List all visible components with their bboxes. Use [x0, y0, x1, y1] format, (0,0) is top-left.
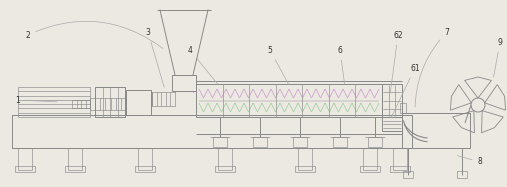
Bar: [368, 137, 382, 147]
Bar: [172, 75, 196, 91]
Bar: [90, 98, 126, 110]
Text: 6: 6: [338, 45, 345, 84]
Bar: [68, 148, 82, 170]
Text: 61: 61: [391, 64, 420, 117]
Text: 62: 62: [390, 30, 403, 92]
Bar: [400, 103, 406, 113]
Bar: [152, 92, 175, 106]
Bar: [12, 115, 412, 148]
Bar: [126, 90, 151, 115]
Text: 7: 7: [415, 27, 449, 107]
Bar: [138, 148, 152, 170]
Bar: [402, 113, 470, 148]
Bar: [298, 148, 312, 170]
Bar: [360, 166, 380, 172]
Bar: [403, 171, 413, 178]
Bar: [135, 166, 155, 172]
Bar: [18, 148, 32, 170]
Text: 9: 9: [493, 38, 502, 77]
Text: 3: 3: [146, 27, 164, 87]
Text: 4: 4: [188, 45, 218, 85]
Text: 1: 1: [16, 96, 57, 105]
Bar: [253, 137, 267, 147]
Bar: [65, 166, 85, 172]
Bar: [295, 166, 315, 172]
Bar: [15, 166, 35, 172]
Bar: [382, 84, 402, 117]
Text: 8: 8: [458, 156, 482, 166]
Text: 2: 2: [26, 21, 163, 48]
Bar: [215, 166, 235, 172]
Bar: [72, 100, 90, 108]
Bar: [363, 148, 377, 170]
Bar: [293, 137, 307, 147]
Bar: [218, 148, 232, 170]
Bar: [196, 84, 382, 117]
Bar: [390, 166, 410, 172]
Bar: [457, 171, 467, 178]
Bar: [213, 137, 227, 147]
Bar: [333, 137, 347, 147]
Text: 5: 5: [268, 45, 288, 85]
Bar: [18, 87, 90, 117]
Bar: [393, 148, 407, 170]
Bar: [95, 87, 125, 117]
Bar: [382, 117, 402, 131]
